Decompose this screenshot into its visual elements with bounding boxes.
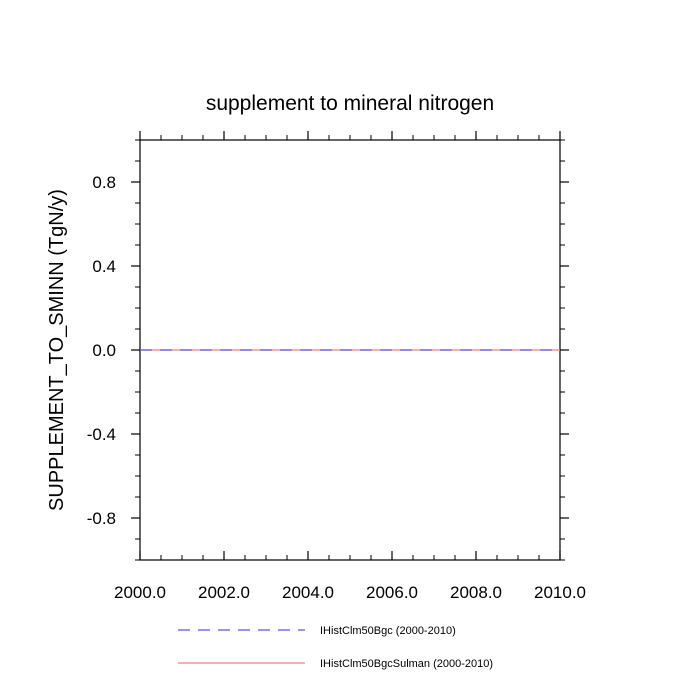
legend-label: IHistClm50Bgc (2000-2010) <box>320 625 456 637</box>
legend-label: IHistClm50BgcSulman (2000-2010) <box>320 658 493 670</box>
x-tick-label: 2010.0 <box>534 583 586 602</box>
x-tick-label: 2000.0 <box>114 583 166 602</box>
legend: IHistClm50Bgc (2000-2010) IHistClm50BgcSu… <box>178 625 493 670</box>
x-tick-label: 2002.0 <box>198 583 250 602</box>
y-tick-label: -0.8 <box>87 509 116 528</box>
minor-ticks <box>135 135 565 561</box>
x-tick-label: 2004.0 <box>282 583 334 602</box>
major-ticks <box>131 131 569 560</box>
y-tick-label: 0.8 <box>92 173 116 192</box>
y-tick-label: 0.4 <box>92 257 116 276</box>
tick-labels: 2000.0 2002.0 2004.0 2006.0 2008.0 2010.0 -0.8… <box>87 173 586 602</box>
x-tick-label: 2006.0 <box>366 583 418 602</box>
chart-title: supplement to mineral nitrogen <box>206 92 494 115</box>
x-tick-label: 2008.0 <box>450 583 502 602</box>
y-tick-label: -0.4 <box>87 425 116 444</box>
y-tick-label: 0.0 <box>92 341 116 360</box>
y-axis-label: SUPPLEMENT_TO_SMINN (TgN/y) <box>46 189 68 511</box>
